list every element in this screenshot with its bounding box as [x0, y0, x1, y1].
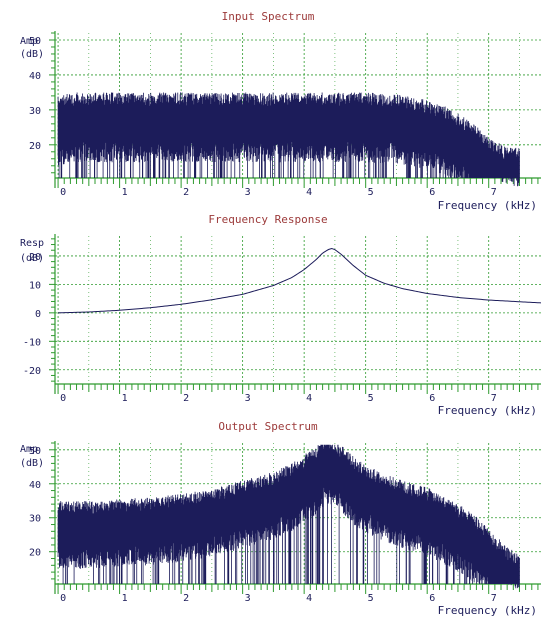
- y-tick-label: 30: [29, 514, 41, 525]
- y-axis-label: Resp: [20, 238, 44, 249]
- y-tick-label: 10: [29, 280, 41, 291]
- chart-title: Output Spectrum: [218, 420, 318, 433]
- x-axis-label: Frequency (kHz): [438, 604, 537, 617]
- x-tick-label: 7: [491, 593, 497, 604]
- x-tick-label: 3: [245, 393, 251, 404]
- y-tick-label: 50: [29, 36, 41, 47]
- x-tick-label: 1: [122, 593, 128, 604]
- series-spectrum: [57, 444, 520, 589]
- y-axis-unit: (dB): [20, 49, 44, 60]
- y-tick-label: 40: [29, 71, 41, 82]
- x-tick-label: 5: [368, 593, 374, 604]
- x-tick-label: 4: [306, 393, 312, 404]
- y-tick-label: -20: [23, 366, 41, 377]
- x-tick-label: 4: [306, 593, 312, 604]
- y-tick-label: -10: [23, 337, 41, 348]
- x-tick-label: 1: [122, 393, 128, 404]
- x-tick-label: 0: [60, 593, 66, 604]
- x-tick-label: 3: [245, 593, 251, 604]
- x-tick-label: 0: [60, 187, 66, 198]
- chart-title: Frequency Response: [208, 213, 327, 226]
- series-line: [58, 248, 541, 314]
- x-tick-label: 2: [183, 593, 189, 604]
- x-tick-label: 4: [306, 187, 312, 198]
- y-tick-label: 50: [29, 446, 41, 457]
- chart-panel-2: Frequency Response Resp (dB) -20 -10 0 10 20 0 1 2…: [20, 213, 541, 417]
- chart-panel-3: Output Spectrum Amp (dB) 20 30 40 50 0 1 2 3 4 5 6 7Fr…: [20, 420, 541, 617]
- x-tick-label: 1: [122, 187, 128, 198]
- x-axis-label: Frequency (kHz): [438, 199, 537, 212]
- x-tick-label: 2: [183, 187, 189, 198]
- chart-title: Input Spectrum: [222, 10, 315, 23]
- x-tick-label: 7: [491, 393, 497, 404]
- x-tick-label: 0: [60, 393, 66, 404]
- x-tick-label: 6: [429, 187, 435, 198]
- x-tick-label: 5: [368, 187, 374, 198]
- x-tick-label: 2: [183, 393, 189, 404]
- y-tick-label: 0: [35, 309, 41, 320]
- y-axis-unit: (dB): [20, 458, 44, 469]
- chart-panel-1: Input Spectrum Amp (dB) 20 30 40 50 0 1 2 3 4 5 6 7Fre…: [20, 10, 541, 212]
- y-axis-label: Amp: [20, 36, 38, 47]
- y-axis-label: Amp: [20, 444, 38, 455]
- x-tick-label: 3: [245, 187, 251, 198]
- y-tick-label: 40: [29, 480, 41, 491]
- y-tick-label: 20: [29, 252, 41, 263]
- y-tick-label: 20: [29, 548, 41, 559]
- x-tick-label: 5: [368, 393, 374, 404]
- x-tick-label: 7: [491, 187, 497, 198]
- y-tick-label: 20: [29, 141, 41, 152]
- y-axis-unit: (dB): [20, 253, 44, 264]
- x-tick-label: 6: [429, 393, 435, 404]
- series-spectrum: [57, 92, 520, 187]
- y-tick-label: 30: [29, 106, 41, 117]
- x-tick-label: 6: [429, 593, 435, 604]
- x-axis-label: Frequency (kHz): [438, 404, 537, 417]
